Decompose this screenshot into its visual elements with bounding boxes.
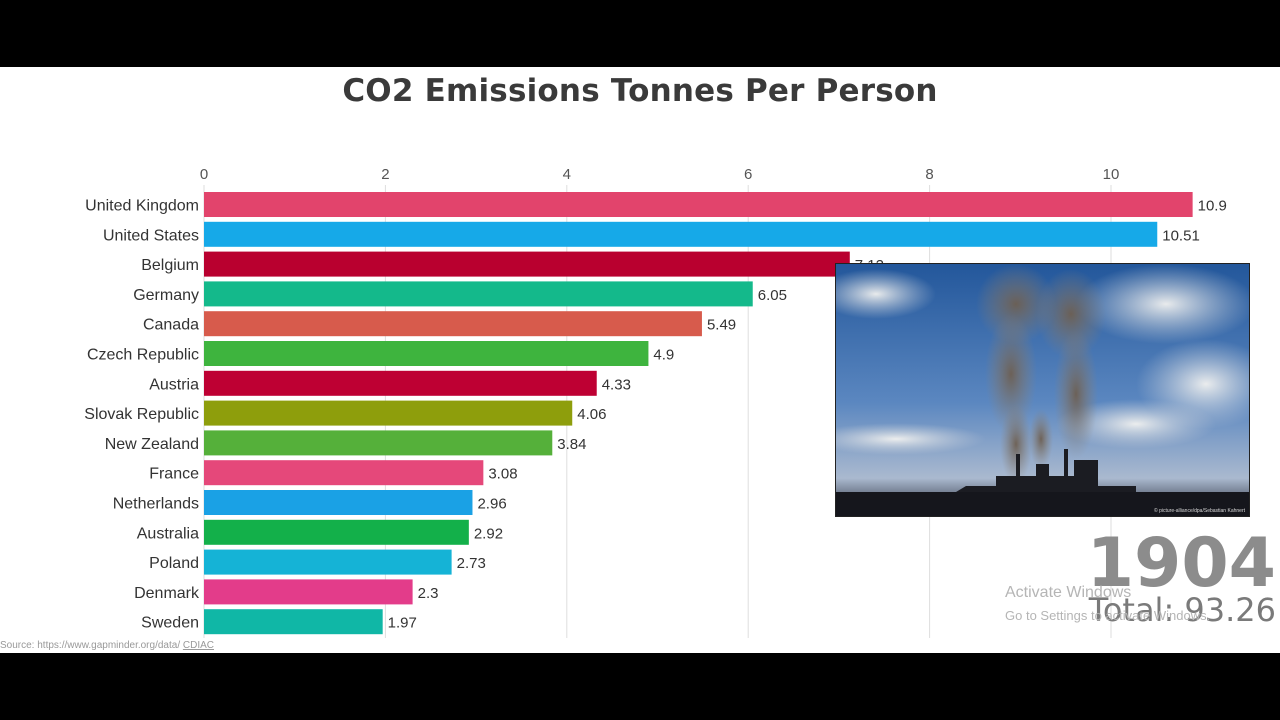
value-label: 2.96 — [477, 496, 506, 513]
bar-chart: 0 2 4 6 8 10 United Kingdom 10.9 United States 10… — [84, 166, 1227, 638]
category-label: Germany — [133, 287, 199, 304]
x-tick-label: 10 — [1103, 166, 1120, 183]
value-label: 10.51 — [1162, 227, 1200, 244]
bar — [204, 490, 473, 515]
category-label: Slovak Republic — [84, 406, 199, 423]
photo-image — [836, 264, 1249, 516]
x-tick-label: 2 — [381, 166, 389, 183]
bar — [204, 221, 1158, 247]
category-label: Belgium — [141, 257, 199, 274]
x-tick-label: 0 — [200, 166, 208, 183]
value-label: 4.9 — [653, 347, 674, 364]
bar — [204, 311, 702, 337]
activate-windows-title: Activate Windows — [1005, 584, 1132, 601]
category-label: Canada — [143, 317, 199, 334]
category-label: Australia — [137, 525, 199, 542]
bar — [204, 460, 484, 486]
category-label: France — [149, 466, 199, 483]
bar — [204, 579, 413, 605]
bar — [204, 400, 573, 426]
activate-windows-subtitle: Go to Settings to activate Windows. — [1005, 608, 1211, 623]
smokestack-photo: © picture-alliance/dpa/Sebastian Kahnert — [835, 263, 1250, 517]
value-label: 1.97 — [388, 615, 417, 632]
category-label: Sweden — [141, 615, 199, 632]
bar — [204, 549, 452, 575]
bar — [204, 609, 383, 635]
value-label: 2.3 — [418, 585, 439, 602]
category-label: Czech Republic — [87, 347, 199, 364]
value-label: 10.9 — [1198, 198, 1227, 215]
x-tick-label: 4 — [563, 166, 571, 183]
total-label: Total: 93.26 — [1088, 591, 1276, 629]
value-label: 3.84 — [557, 436, 586, 453]
value-label: 3.08 — [488, 466, 517, 483]
source-note: Source: https://www.gapminder.org/data/ … — [0, 640, 214, 651]
bar — [204, 341, 649, 366]
bar — [204, 519, 469, 545]
value-label: 4.33 — [602, 376, 631, 393]
x-tick-label: 8 — [925, 166, 933, 183]
category-label: Austria — [149, 376, 199, 393]
value-label: 2.73 — [457, 555, 486, 572]
value-label: 4.06 — [577, 406, 606, 423]
source-link[interactable]: CDIAC — [182, 640, 215, 651]
bar — [204, 251, 850, 277]
category-label: Poland — [149, 555, 199, 572]
category-label: New Zealand — [105, 436, 199, 453]
chart-stage: CO2 Emissions Tonnes Per Person 0 2 4 6 8 10 U… — [0, 67, 1280, 653]
source-prefix: Source: https://www.gapminder.org/data/ — [0, 640, 183, 651]
x-tick-label: 6 — [744, 166, 752, 183]
bars: United Kingdom 10.9 United States 10.51 Belg… — [84, 192, 1227, 635]
year-label: 1904 — [1086, 524, 1276, 603]
category-label: United Kingdom — [85, 198, 199, 215]
category-label: Denmark — [134, 585, 200, 602]
x-axis-ticks: 0 2 4 6 8 10 — [200, 166, 1120, 183]
chart-title: CO2 Emissions Tonnes Per Person — [342, 73, 938, 109]
category-label: Netherlands — [113, 496, 199, 513]
category-label: United States — [103, 227, 199, 244]
value-label: 6.05 — [758, 287, 787, 304]
photo-credit: © picture-alliance/dpa/Sebastian Kahnert — [1154, 508, 1245, 514]
bar — [204, 192, 1193, 217]
bar — [204, 281, 753, 307]
bar — [204, 430, 553, 456]
bar — [204, 370, 597, 396]
value-label: 2.92 — [474, 525, 503, 542]
value-label: 5.49 — [707, 317, 736, 334]
